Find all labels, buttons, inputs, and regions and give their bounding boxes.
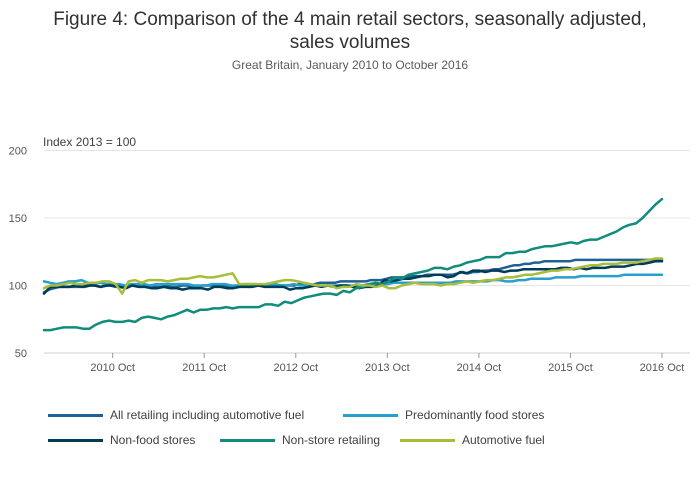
- legend-item-2[interactable]: Non-food stores: [48, 433, 195, 447]
- legend-swatch-1: [343, 413, 398, 417]
- legend-label-4: Automotive fuel: [462, 433, 545, 447]
- line-chart: 50 100 150 200 2010 Oct 2011 Oct 2012 Oct 2013 …: [9, 146, 690, 374]
- x-tick-label-3: 2013 Oct: [365, 362, 410, 374]
- x-tick-label-0: 2010 Oct: [90, 362, 135, 374]
- x-tick-label-2: 2012 Oct: [273, 362, 318, 374]
- legend-label-0: All retailing including automotive fuel: [110, 408, 305, 422]
- legend-label-3: Non-store retailing: [282, 433, 381, 447]
- series-line-3: [42, 197, 664, 332]
- legend-item-4[interactable]: Automotive fuel: [400, 433, 545, 447]
- y-tick-label-50: 50: [15, 348, 27, 360]
- legend-item-1[interactable]: Predominantly food stores: [343, 408, 544, 422]
- x-tick-label-5: 2015 Oct: [548, 362, 593, 374]
- legend-label-2: Non-food stores: [110, 433, 196, 447]
- y-tick-label-150: 150: [9, 213, 27, 225]
- legend-item-3[interactable]: Non-store retailing: [220, 433, 380, 447]
- legend-swatch-2: [48, 438, 103, 442]
- legend-swatch-3: [220, 438, 275, 442]
- chart-title: Figure 4: Comparison of the 4 main retai…: [0, 8, 700, 54]
- series-line-2: [42, 259, 664, 295]
- legend: All retailing including automotive fuel P…: [0, 405, 700, 455]
- legend-label-1: Predominantly food stores: [405, 408, 545, 422]
- chart-title-line2: sales volumes: [289, 32, 411, 53]
- legend-item-0[interactable]: All retailing including automotive fuel: [48, 408, 304, 422]
- y-tick-label-100: 100: [9, 281, 27, 293]
- x-tick-label-4: 2014 Oct: [457, 362, 502, 374]
- chart-title-line1: Figure 4: Comparison of the 4 main retai…: [53, 9, 647, 30]
- legend-swatch-4: [400, 438, 455, 442]
- series-line-4: [42, 257, 664, 295]
- legend-swatch-0: [48, 413, 103, 417]
- x-tick-label-1: 2011 Oct: [182, 362, 226, 374]
- y-tick-label-200: 200: [9, 146, 27, 158]
- x-tick-label-6: 2016 Oct: [640, 362, 685, 374]
- y-axis-label: Index 2013 = 100: [43, 135, 137, 149]
- chart-subtitle: Great Britain, January 2010 to October 2…: [231, 58, 469, 72]
